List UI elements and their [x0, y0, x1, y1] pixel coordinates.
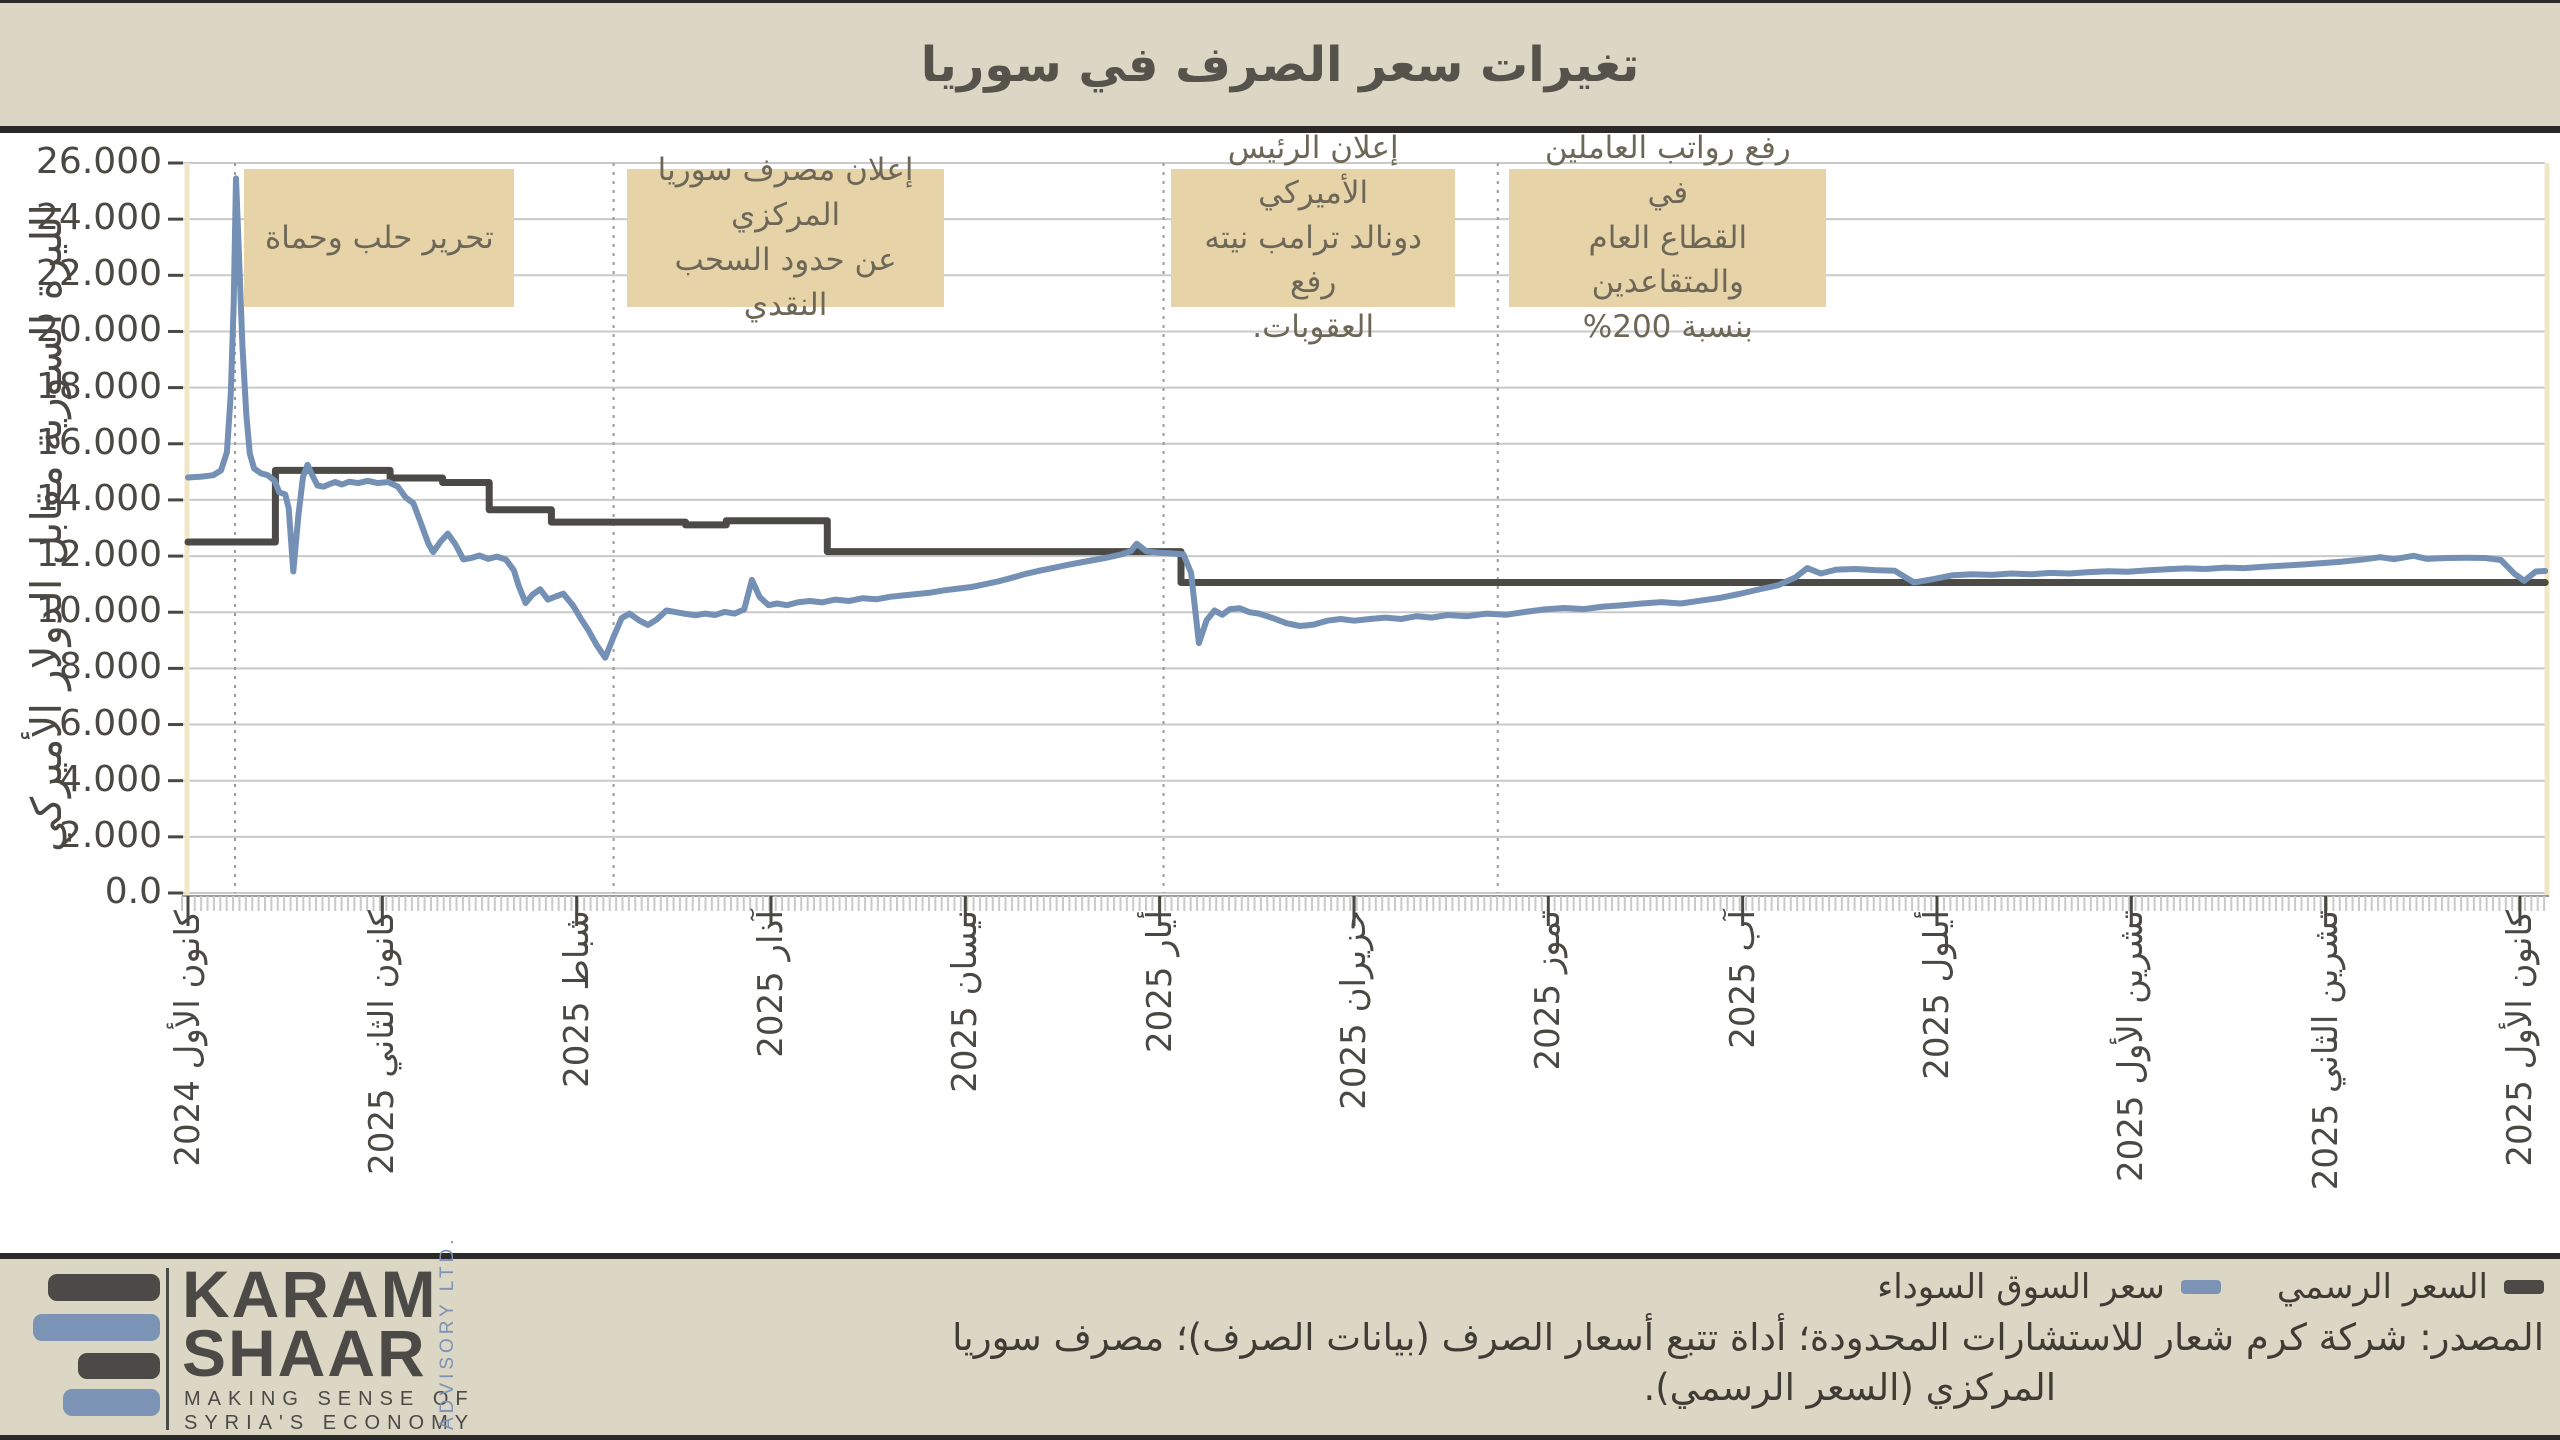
y-axis-tick-label: 26.000: [36, 141, 162, 182]
source-line-1: المصدر: شركة كرم شعار للاستشارات المحدود…: [952, 1316, 2544, 1359]
logo-bar-1: [48, 1274, 160, 1301]
logo-bar-2: [33, 1314, 160, 1341]
x-axis-month-label: آذار 2025: [750, 910, 791, 1058]
y-axis-tick-label: 0.0: [104, 871, 162, 912]
x-axis-month-label: تشرين الثاني 2025: [2305, 910, 2346, 1191]
chart-area: 26.000 24.000 22.000 20.000 18.000 16.000 14.0…: [0, 130, 2560, 1253]
x-axis-month-label: حزيران 2025: [1333, 910, 1374, 1110]
legend-item-black-market: سعر السوق السوداء: [1877, 1267, 2221, 1307]
series-official-rate: [184, 466, 2549, 586]
source-line-2: المركزي (السعر الرسمي).: [1643, 1366, 2056, 1409]
x-axis-month-label: أيار 2025: [1139, 910, 1180, 1054]
legend-black-market-label: سعر السوق السوداء: [1877, 1267, 2165, 1307]
event-annotation-box: رفع رواتب العاملين في القطاع العام والمت…: [1509, 130, 1827, 345]
x-axis-month-label: كانون الأول 2025: [2499, 910, 2540, 1167]
y-axis-tick-label: 14.000: [36, 477, 162, 519]
x-axis-month-label: كانون الثاني 2025: [362, 910, 403, 1175]
y-axis-tick-label: 10.000: [36, 590, 162, 632]
chart-title: تغيرات سعر الصرف في سوريا: [920, 36, 1640, 93]
y-axis-tick-label: 20.000: [36, 309, 162, 351]
logo-advisory-text: ADVISORY LTD.: [437, 1235, 458, 1430]
event-annotation-box: إعلان الرئيس الأميركي دونالد ترامب نيته …: [1171, 130, 1456, 345]
series-black-market-rate: [185, 175, 2549, 661]
y-axis-tick-label: 2.000: [58, 814, 162, 856]
logo-tagline: MAKING SENSE OF SYRIA'S ECONOMY: [184, 1388, 476, 1434]
official-rate-swatch: [2504, 1280, 2544, 1294]
x-axis-month-label: آب 2025: [1722, 910, 1763, 1049]
black-market-rate-swatch: [2180, 1280, 2221, 1294]
event-annotation-box: إعلان مصرف سوريا المركزي عن حدود السحب ا…: [627, 152, 944, 323]
source-note: المصدر: شركة كرم شعار للاستشارات المحدود…: [444, 1313, 2544, 1413]
header: تغيرات سعر الصرف في سوريا: [0, 0, 2560, 133]
legend-official-label: السعر الرسمي: [2276, 1267, 2488, 1307]
x-axis-month-label: شباط 2025: [556, 910, 597, 1088]
legend: السعر الرسمي سعر السوق السوداء: [1877, 1267, 2544, 1307]
logo-divider: [166, 1268, 169, 1430]
y-axis-tick-label: 18.000: [36, 365, 162, 407]
y-axis-title: الليرة السورية مقابل الدولار الأميركي: [22, 204, 71, 852]
y-axis-tick-label: 6.000: [58, 702, 162, 744]
x-axis-month-label: نيسان 2025: [945, 910, 986, 1093]
event-annotation-box: تحرير حلب وحماة: [244, 169, 515, 307]
logo-wordmark: KARAM SHAAR: [182, 1257, 438, 1390]
x-axis-month-label: تموز 2025: [1528, 910, 1569, 1071]
logo-bar-4: [63, 1389, 160, 1416]
y-axis-tick-label: 4.000: [58, 758, 162, 800]
y-axis-tick-label: 12.000: [36, 534, 162, 576]
karam-shaar-logo: KARAM SHAAR MAKING SENSE OF SYRIA'S ECONO…: [0, 1235, 500, 1435]
y-axis-tick-label: 22.000: [36, 253, 162, 295]
y-axis-tick-label: 16.000: [36, 421, 162, 463]
y-axis-tick-label: 8.000: [58, 646, 162, 688]
y-axis-tick-label: 24.000: [36, 197, 162, 239]
x-axis-month-label: أيلول 2025: [1916, 910, 1957, 1080]
footer: السعر الرسمي سعر السوق السوداء المصدر: ش…: [0, 1235, 2560, 1440]
legend-item-official: السعر الرسمي: [2277, 1267, 2544, 1307]
x-axis-month-label: كانون الأول 2024: [168, 910, 208, 1167]
logo-bar-3: [78, 1353, 160, 1379]
x-axis-month-label: تشرين الأول 2025: [2111, 910, 2152, 1183]
exchange-rate-line-chart: [168, 161, 2550, 926]
